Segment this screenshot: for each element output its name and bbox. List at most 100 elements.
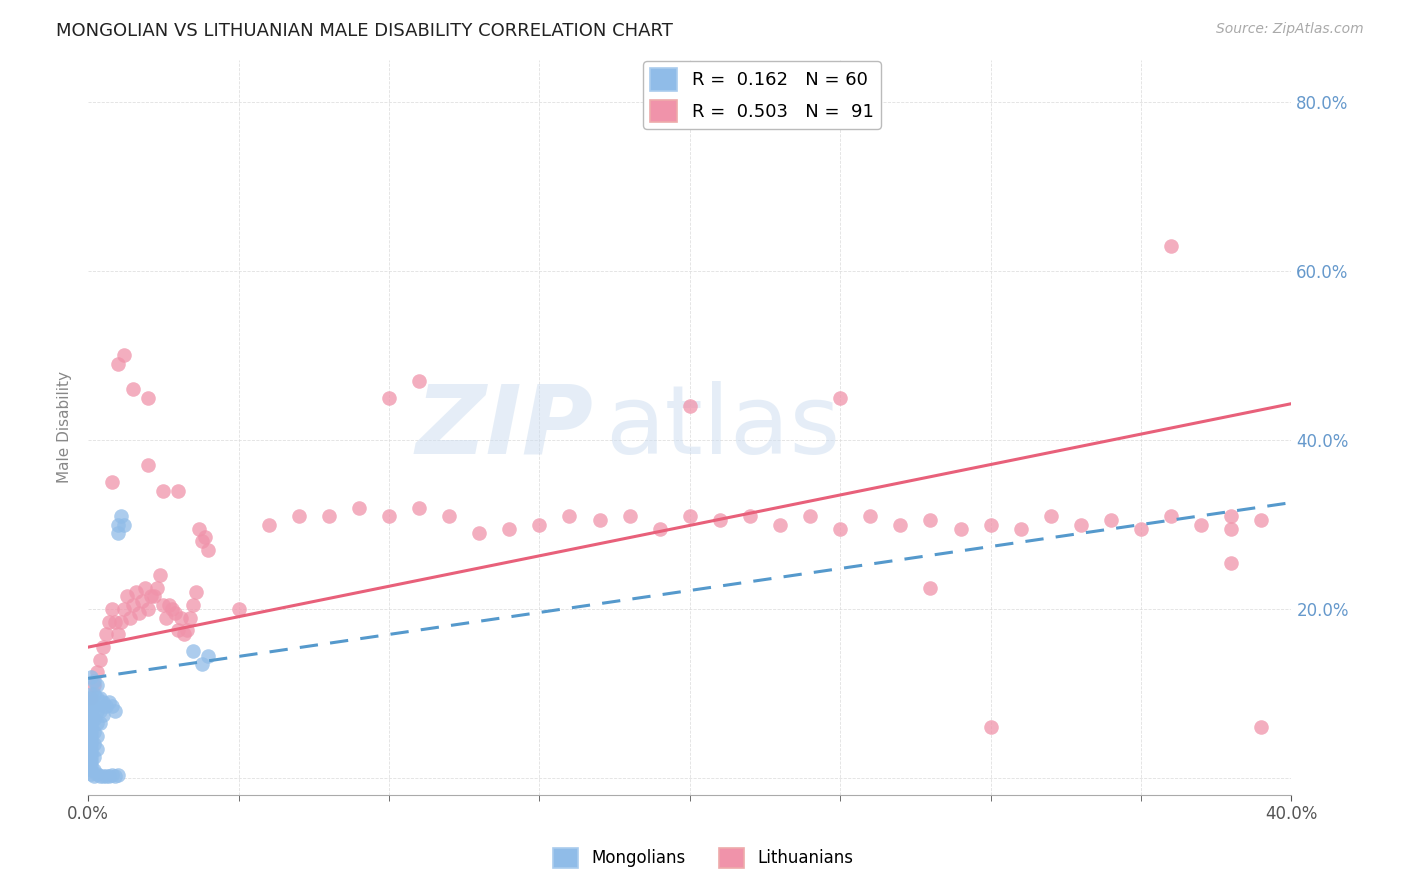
Point <box>91 769 114 783</box>
Point <box>141 590 163 604</box>
Point <box>183 644 205 658</box>
Point <box>86 716 108 731</box>
Point <box>134 581 156 595</box>
Point <box>80 704 103 718</box>
Point <box>80 733 103 747</box>
Point <box>89 704 111 718</box>
Point <box>80 737 103 751</box>
Point <box>80 712 103 726</box>
Point <box>149 568 172 582</box>
Point <box>112 349 135 363</box>
Point <box>98 615 121 629</box>
Point <box>128 607 150 621</box>
Point <box>799 509 821 524</box>
Point <box>110 615 132 629</box>
Point <box>1220 509 1243 524</box>
Point <box>80 707 103 722</box>
Point <box>197 648 219 663</box>
Point <box>679 399 702 413</box>
Text: MONGOLIAN VS LITHUANIAN MALE DISABILITY CORRELATION CHART: MONGOLIAN VS LITHUANIAN MALE DISABILITY … <box>56 22 673 40</box>
Point <box>122 382 145 396</box>
Point <box>107 517 129 532</box>
Point <box>347 500 370 515</box>
Point <box>80 690 103 705</box>
Point <box>89 716 111 731</box>
Point <box>86 678 108 692</box>
Point <box>155 610 177 624</box>
Point <box>830 391 852 405</box>
Point <box>1189 517 1212 532</box>
Point <box>136 458 159 473</box>
Point <box>107 768 129 782</box>
Point <box>468 526 491 541</box>
Point <box>437 509 460 524</box>
Point <box>162 602 184 616</box>
Point <box>1250 513 1272 527</box>
Point <box>136 602 159 616</box>
Point <box>80 750 103 764</box>
Point <box>167 483 190 498</box>
Point <box>1160 238 1182 252</box>
Point <box>170 610 193 624</box>
Point <box>83 712 105 726</box>
Point <box>89 690 111 705</box>
Point <box>80 690 103 705</box>
Point <box>110 509 132 524</box>
Point <box>83 678 105 692</box>
Point <box>167 624 190 638</box>
Point <box>80 687 103 701</box>
Point <box>98 769 121 783</box>
Point <box>80 724 103 739</box>
Point <box>86 690 108 705</box>
Point <box>859 509 882 524</box>
Point <box>107 627 129 641</box>
Point <box>112 602 135 616</box>
Point <box>408 500 430 515</box>
Point <box>318 509 340 524</box>
Point <box>83 699 105 714</box>
Point <box>194 530 217 544</box>
Point <box>96 699 118 714</box>
Legend: Mongolians, Lithuanians: Mongolians, Lithuanians <box>546 841 860 875</box>
Point <box>86 741 108 756</box>
Point <box>104 704 127 718</box>
Point <box>1220 556 1243 570</box>
Point <box>122 598 145 612</box>
Point <box>188 522 211 536</box>
Point <box>101 602 124 616</box>
Point <box>83 750 105 764</box>
Point <box>558 509 581 524</box>
Text: Source: ZipAtlas.com: Source: ZipAtlas.com <box>1216 22 1364 37</box>
Point <box>1130 522 1153 536</box>
Point <box>91 707 114 722</box>
Point <box>679 509 702 524</box>
Y-axis label: Male Disability: Male Disability <box>58 371 72 483</box>
Point <box>176 624 198 638</box>
Point <box>86 665 108 680</box>
Point <box>112 517 135 532</box>
Point <box>107 357 129 371</box>
Point <box>165 607 187 621</box>
Point <box>378 391 401 405</box>
Point <box>80 729 103 743</box>
Point <box>107 526 129 541</box>
Point <box>191 534 214 549</box>
Legend: R =  0.162   N = 60, R =  0.503   N =  91: R = 0.162 N = 60, R = 0.503 N = 91 <box>643 62 882 128</box>
Point <box>120 610 142 624</box>
Point <box>83 673 105 688</box>
Point <box>197 542 219 557</box>
Point <box>80 716 103 731</box>
Point <box>186 585 208 599</box>
Point <box>86 704 108 718</box>
Point <box>98 695 121 709</box>
Point <box>709 513 731 527</box>
Point <box>91 695 114 709</box>
Point <box>80 767 103 781</box>
Point <box>101 475 124 490</box>
Point <box>101 699 124 714</box>
Point <box>80 758 103 772</box>
Point <box>287 509 309 524</box>
Point <box>920 513 942 527</box>
Point <box>146 581 169 595</box>
Point <box>1250 721 1272 735</box>
